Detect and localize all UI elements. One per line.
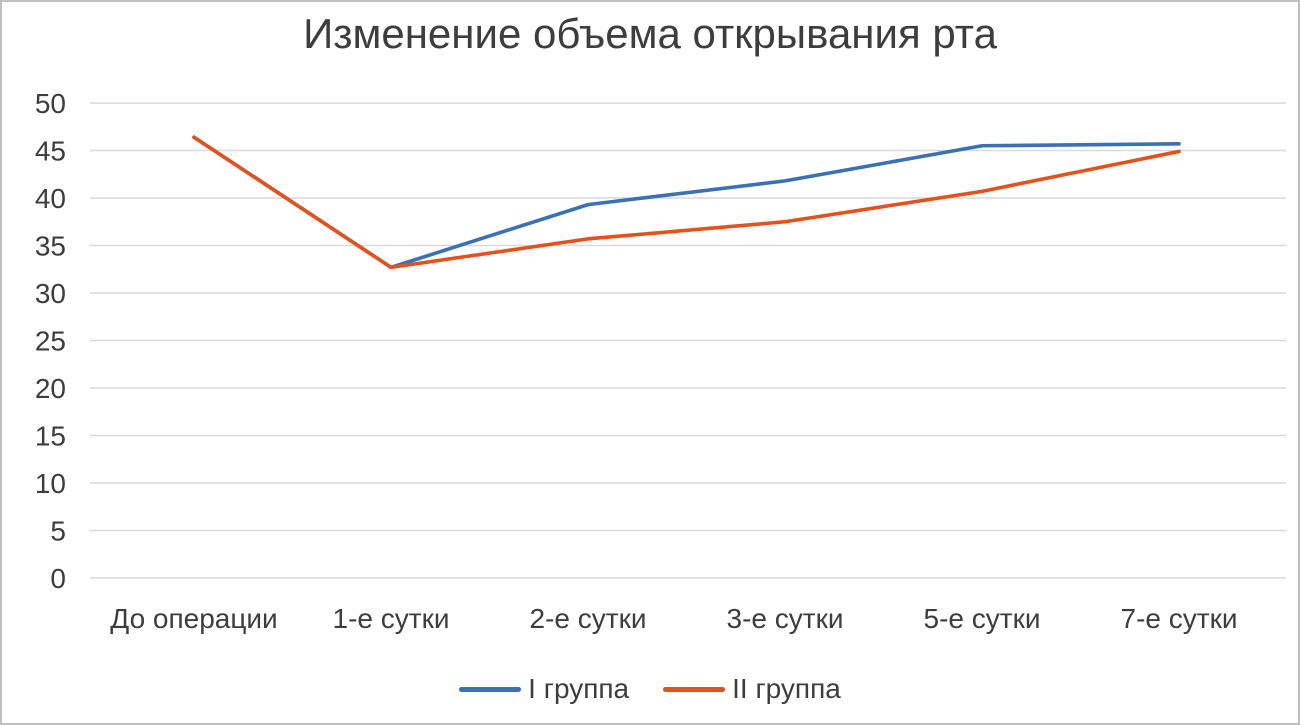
legend-label-group2: II группа xyxy=(732,673,841,704)
y-tick-label-15: 15 xyxy=(35,421,66,452)
y-tick-label-45: 45 xyxy=(35,136,66,167)
series-line-group1 xyxy=(192,135,1181,270)
y-tick-label-35: 35 xyxy=(35,231,66,262)
chart-title: Изменение объема открывания рта xyxy=(303,10,997,57)
y-tick-label-5: 5 xyxy=(50,516,66,547)
x-tick-label-6: 7-е сутки xyxy=(1121,603,1238,634)
y-tick-label-20: 20 xyxy=(35,373,66,404)
legend: I группа II группа xyxy=(2,673,1298,705)
x-tick-label-4: 3-е сутки xyxy=(727,603,844,634)
legend-swatch-group2-line xyxy=(663,686,726,692)
legend-item-group1: I группа xyxy=(459,673,629,705)
y-tick-label-40: 40 xyxy=(35,183,66,214)
y-tick-label-50: 50 xyxy=(35,88,66,119)
legend-label-group1: I группа xyxy=(528,673,630,704)
x-tick-label-1: До операции xyxy=(110,603,277,634)
y-tick-label-25: 25 xyxy=(35,326,66,357)
legend-swatch-group1-line xyxy=(459,686,522,692)
x-tick-label-3: 2-е сутки xyxy=(530,603,647,634)
legend-item-group2: II группа xyxy=(663,673,841,705)
y-tick-label-0: 0 xyxy=(50,563,66,594)
y-tick-label-10: 10 xyxy=(35,468,66,499)
x-tick-label-2: 1-е сутки xyxy=(333,603,450,634)
x-tick-label-5: 5-е сутки xyxy=(924,603,1041,634)
y-tick-label-30: 30 xyxy=(35,278,66,309)
series-line-group2 xyxy=(192,135,1181,270)
